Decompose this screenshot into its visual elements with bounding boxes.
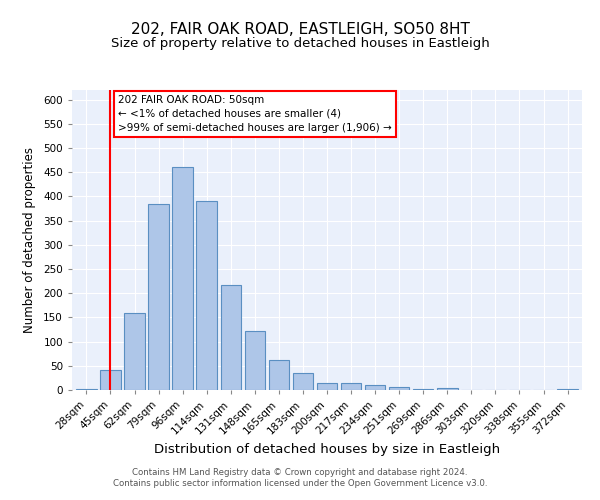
Bar [293, 373, 313, 390]
Bar [100, 370, 121, 390]
Bar [317, 382, 337, 390]
Bar [437, 388, 458, 390]
Bar [557, 389, 578, 390]
Text: 202 FAIR OAK ROAD: 50sqm
← <1% of detached houses are smaller (4)
>99% of semi-d: 202 FAIR OAK ROAD: 50sqm ← <1% of detach… [118, 95, 391, 133]
Text: Contains HM Land Registry data © Crown copyright and database right 2024.
Contai: Contains HM Land Registry data © Crown c… [113, 468, 487, 487]
Bar [76, 388, 97, 390]
Text: 202, FAIR OAK ROAD, EASTLEIGH, SO50 8HT: 202, FAIR OAK ROAD, EASTLEIGH, SO50 8HT [131, 22, 469, 38]
Bar [172, 168, 193, 390]
Bar [221, 284, 241, 390]
Bar [124, 312, 145, 390]
Bar [365, 385, 385, 390]
Bar [148, 204, 169, 390]
Bar [413, 388, 433, 390]
X-axis label: Distribution of detached houses by size in Eastleigh: Distribution of detached houses by size … [154, 443, 500, 456]
Bar [341, 382, 361, 390]
Y-axis label: Number of detached properties: Number of detached properties [23, 147, 36, 333]
Text: Size of property relative to detached houses in Eastleigh: Size of property relative to detached ho… [110, 38, 490, 51]
Bar [269, 360, 289, 390]
Bar [196, 202, 217, 390]
Bar [389, 386, 409, 390]
Bar [245, 331, 265, 390]
